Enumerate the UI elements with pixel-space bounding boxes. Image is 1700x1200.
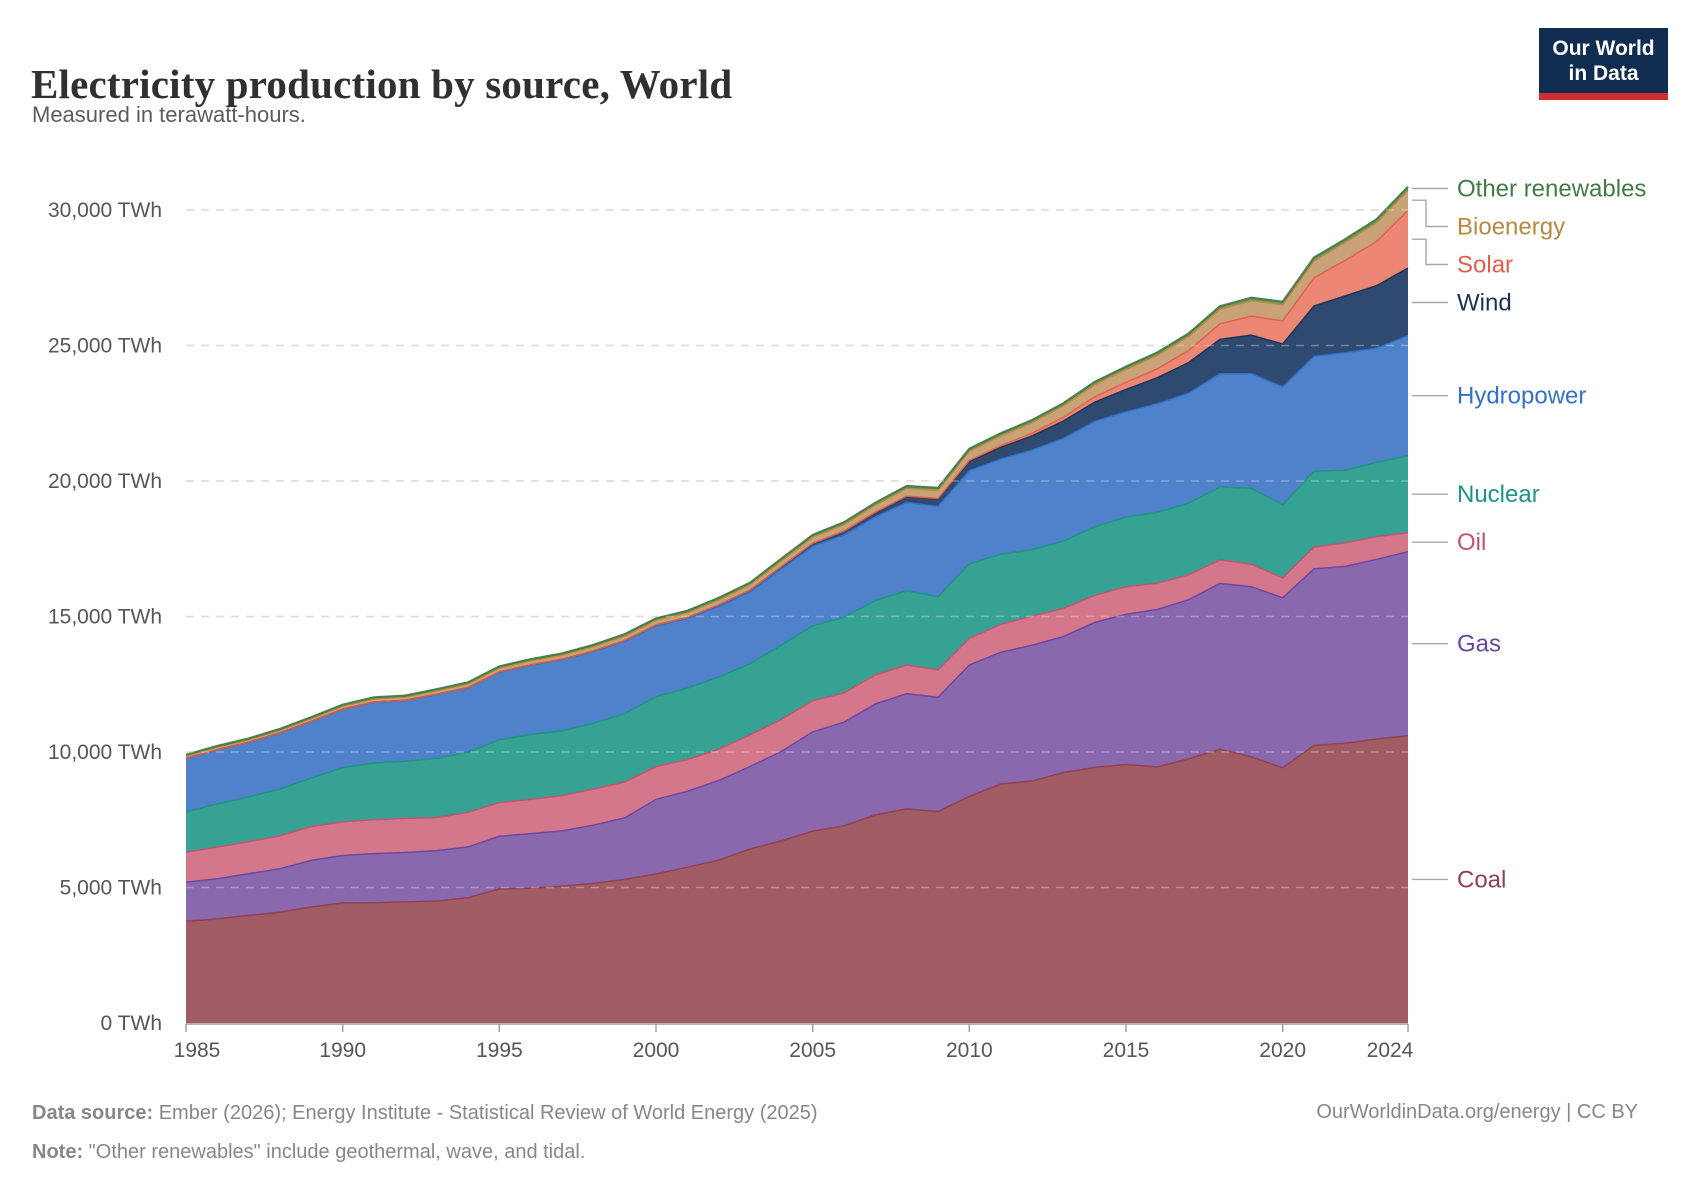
legend-connector [1412,238,1448,266]
data-source-text: Ember (2026); Energy Institute - Statist… [158,1102,818,1124]
owid-logo-line1: Our World [1552,36,1655,60]
legend-connector [1412,199,1448,228]
y-tick-label: 20,000 TWh [48,470,162,493]
owid-logo: Our World in Data [1539,28,1668,100]
legend-label-coal[interactable]: Coal [1457,866,1506,893]
y-tick-label: 30,000 TWh [48,199,162,222]
legend-label-oil[interactable]: Oil [1457,529,1486,556]
area-hydropower[interactable] [186,335,1408,812]
boundary-gas [185,550,1409,884]
note-label: Note: [32,1141,84,1163]
boundary-solar [185,209,1409,760]
data-source-line: Data source: Ember (2026); Energy Instit… [32,1101,818,1125]
area-gas[interactable] [186,551,1408,922]
credit-link[interactable]: OurWorldinData.org/energy | CC BY [1316,1101,1638,1123]
x-tick-label: 2000 [633,1039,680,1062]
boundary-oil [185,532,1409,853]
legend-label-nuclear[interactable]: Nuclear [1457,481,1540,508]
legend-label-gas[interactable]: Gas [1457,631,1501,658]
data-source-label: Data source: [32,1102,154,1124]
x-tick-label: 1995 [476,1039,523,1062]
area-coal[interactable] [186,735,1408,1023]
legend-label-other-renewables[interactable]: Other renewables [1457,176,1646,203]
legend: Other renewables Bioenergy Solar Wind Hydrop… [1412,176,1646,893]
y-tick-label: 15,000 TWh [48,606,162,629]
note-line: Note: "Other renewables" include geother… [32,1140,585,1164]
page-title: Electricity production by source, World [31,61,733,108]
chart-subtitle: Measured in terawatt-hours. [32,102,306,127]
x-tick-label: 2015 [1103,1039,1150,1062]
y-tick-label: 5,000 TWh [60,877,162,900]
y-axis: 0 TWh 5,000 TWh 10,000 TWh 15,000 TWh 20,000… [48,199,162,1035]
legend-label-hydropower[interactable]: Hydropower [1457,383,1586,410]
legend-label-bioenergy[interactable]: Bioenergy [1457,214,1565,241]
boundary-coal [185,734,1409,923]
boundary-nuclear [185,454,1409,813]
boundary-other-renewables [185,186,1409,756]
x-tick-label: 2020 [1259,1039,1306,1062]
y-tick-label: 0 TWh [101,1012,162,1035]
boundary-bioenergy [185,189,1409,757]
y-tick-label: 25,000 TWh [48,335,162,358]
owid-logo-line2: in Data [1568,61,1639,85]
x-tick-label: 2010 [946,1039,993,1062]
x-tick-label: 1990 [319,1039,366,1062]
x-tick-label: 1985 [174,1039,221,1062]
y-tick-label: 10,000 TWh [48,741,162,764]
area-nuclear[interactable] [186,455,1408,853]
x-axis: 1985 1990 1995 2000 2005 2010 2015 2020 2024 [174,1023,1414,1062]
note-text: "Other renewables" include geothermal, w… [88,1141,586,1163]
x-tick-label: 2005 [789,1039,836,1062]
stacked-area [185,186,1409,1023]
legend-label-solar[interactable]: Solar [1457,252,1513,279]
x-tick-label: 2024 [1367,1039,1414,1062]
legend-label-wind[interactable]: Wind [1457,290,1512,317]
